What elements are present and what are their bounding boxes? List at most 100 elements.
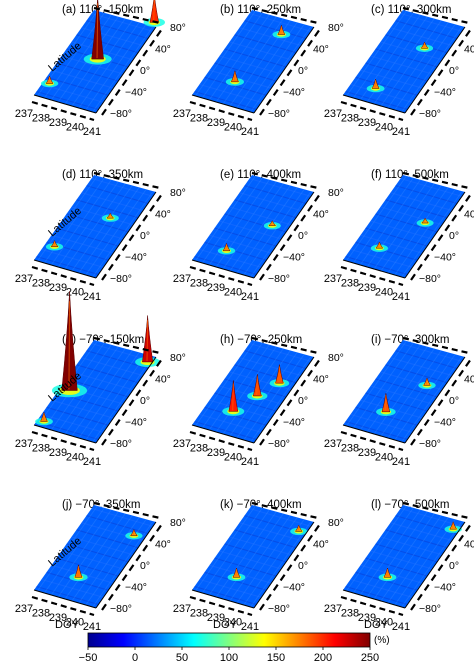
panel-title: (g) −70°, 150km [62,334,144,346]
surface-base [34,340,156,443]
surface-base [34,175,156,278]
frame-dashed-edge [410,358,472,446]
doy-tick-label: 238 [32,278,50,290]
doy-tick-label: 240 [224,452,242,464]
colorbar: −50 0 50 100 150 200 250 (%) [79,632,390,664]
latitude-tick-label: 40° [464,44,474,56]
doy-tick-label: 238 [341,113,359,125]
latitude-tick-label: 0° [449,65,459,77]
doy-tick-label: 239 [207,282,225,294]
frame-dashed-edge [259,358,321,446]
latitude-tick-label: 40° [464,539,474,551]
doy-tick-label: 237 [15,108,33,120]
panel-title: (d) 110°, 350km [62,169,143,181]
colorbar-unit: (%) [374,635,390,646]
latitude-tick-label: −40° [125,582,147,594]
panel-title: (j) −70°, 350km [62,499,140,511]
frame-dashed-edge [189,100,253,122]
doy-tick-label: 238 [32,113,50,125]
surface-base [343,175,465,278]
panel: (b) 110°, 250km23723823924024180°40°0°−4… [173,4,344,138]
latitude-tick-label: 40° [155,209,171,221]
latitude-tick-label: 0° [298,395,308,407]
doy-tick-label: 240 [66,617,84,629]
frame-dashed-edge [101,358,163,446]
surface-base [192,340,314,443]
doy-tick-label: 237 [173,273,191,285]
frame-dashed-edge [340,265,404,287]
frame-dashed-edge [251,501,319,520]
doy-tick-label: 241 [241,291,259,303]
doy-tick-label: 239 [358,612,376,624]
doy-tick-label: 238 [190,278,208,290]
latitude-tick-label: −40° [434,417,456,429]
panel-title: (i) −70°, 300km [371,334,449,346]
surface-base [192,505,314,608]
doy-tick-label: 238 [190,113,208,125]
frame-dashed-edge [31,430,95,452]
frame-dashed-edge [31,595,95,617]
frame-dashed-edge [93,501,161,520]
panel: (e) 110°, 400km23723823924024180°40°0°−4… [173,169,344,303]
latitude-tick-label: 80° [170,352,186,364]
latitude-tick-label: 40° [313,539,329,551]
doy-tick-label: 237 [173,603,191,615]
frame-dashed-edge [402,6,470,25]
latitude-tick-label: 0° [449,395,459,407]
latitude-tick-label: −40° [434,582,456,594]
frame-dashed-edge [251,171,319,190]
doy-tick-label: 237 [15,273,33,285]
frame-dashed-edge [340,430,404,452]
frame-dashed-edge [189,430,253,452]
doy-tick-label: 240 [375,452,393,464]
doy-tick-label: 237 [173,108,191,120]
doy-tick-label: 240 [66,287,84,299]
doy-tick-label: 237 [15,438,33,450]
doy-tick-label: 238 [190,443,208,455]
doy-axis-label: DOY [55,619,80,631]
latitude-tick-label: −80° [268,108,290,120]
doy-axis-label: DOY [213,619,238,631]
doy-tick-label: 239 [49,612,67,624]
colorbar-tick-label: 150 [267,652,285,664]
surface-base [34,505,156,608]
doy-tick-label: 239 [49,117,67,129]
doy-tick-label: 238 [190,608,208,620]
panel-title: (f) 110°, 500km [371,169,449,181]
doy-tick-label: 239 [358,282,376,294]
doy-tick-label: 241 [241,126,259,138]
latitude-tick-label: 80° [328,187,344,199]
frame-dashed-edge [402,501,470,520]
surface-base [343,505,465,608]
latitude-tick-label: 80° [328,352,344,364]
panel-title: (c) 110°, 300km [371,4,451,16]
panel-title: (b) 110°, 250km [220,4,301,16]
latitude-tick-label: 40° [155,44,171,56]
latitude-tick-label: −40° [434,252,456,264]
frame-dashed-edge [31,100,95,122]
latitude-tick-label: −40° [283,417,305,429]
frame-dashed-edge [410,193,472,281]
doy-tick-label: 239 [49,282,67,294]
doy-tick-label: 241 [83,621,101,633]
frame-dashed-edge [410,28,472,116]
latitude-tick-label: 0° [449,560,459,572]
frame-dashed-edge [402,336,470,355]
latitude-tick-label: 0° [449,230,459,242]
latitude-tick-label: −40° [283,582,305,594]
doy-tick-label: 239 [358,447,376,459]
frame-dashed-edge [93,6,161,25]
latitude-tick-label: 80° [170,187,186,199]
colorbar-tick-label: 250 [361,652,379,664]
doy-tick-label: 237 [324,273,342,285]
panel-title: (a) 110°, 150km [62,4,143,16]
latitude-tick-label: 0° [298,65,308,77]
doy-tick-label: 237 [324,108,342,120]
latitude-tick-label: −80° [268,438,290,450]
